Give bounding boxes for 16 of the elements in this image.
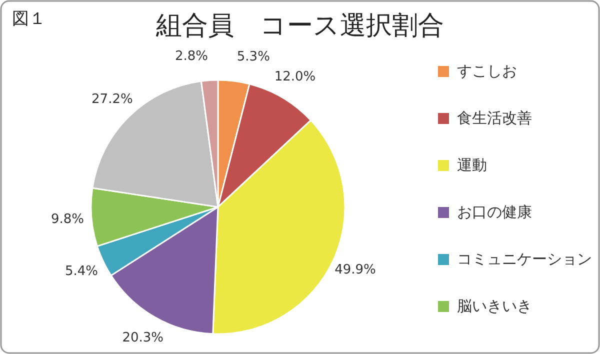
legend-label: コミュニケーション: [457, 250, 592, 268]
data-label: 5.4%: [64, 264, 98, 280]
data-label: 9.8%: [50, 212, 84, 227]
data-label: 5.3%: [236, 50, 270, 65]
data-label: 49.9%: [334, 262, 376, 278]
legend-label: 食生活改善: [457, 109, 532, 128]
chart-title: 組合員 コース選択割合: [155, 11, 444, 41]
data-label: 2.8%: [174, 48, 208, 64]
data-label: 20.3%: [122, 330, 164, 346]
legend-label: お口の健康: [457, 203, 532, 222]
caption: 図１: [12, 9, 46, 29]
data-label: 12.0%: [274, 70, 316, 85]
legend-label: 脳いきいき: [457, 297, 532, 316]
legend-label: 運動: [457, 156, 487, 174]
legend-label: すこしお: [457, 62, 517, 80]
data-label: 27.2%: [92, 92, 133, 107]
